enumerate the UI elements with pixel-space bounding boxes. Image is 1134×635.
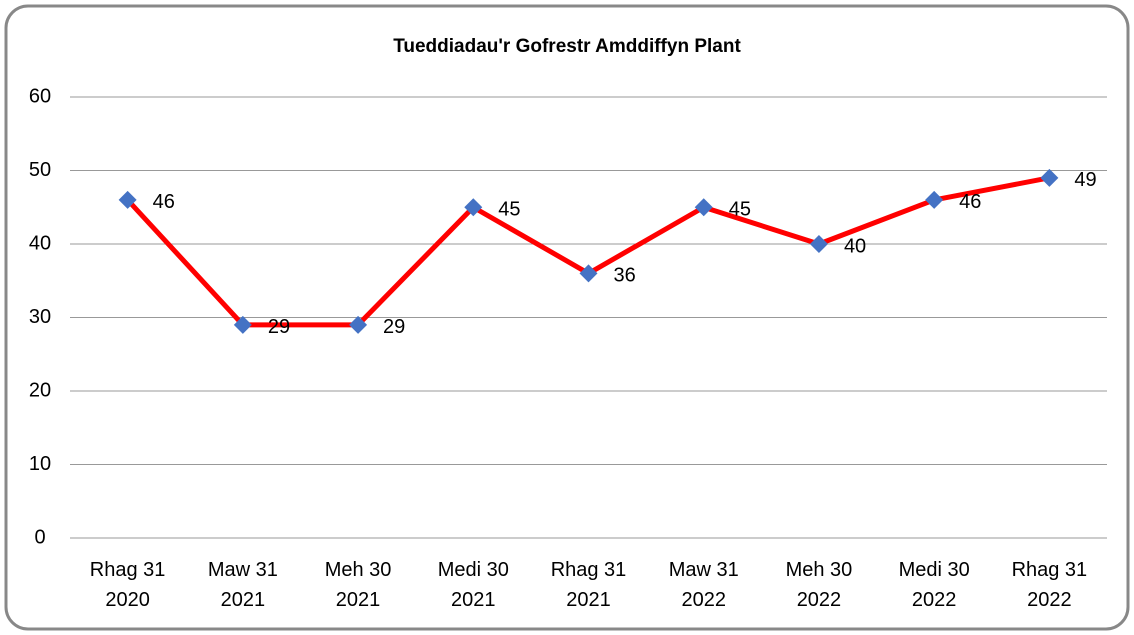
data-label: 36 xyxy=(614,265,636,287)
data-label: 46 xyxy=(153,191,175,213)
marker xyxy=(464,198,483,217)
x-tick-label: Maw 31 2021 xyxy=(207,559,278,611)
data-label: 40 xyxy=(844,235,866,257)
marker xyxy=(1040,168,1059,187)
y-tick-label: 10 xyxy=(29,453,51,475)
y-tick-label: 40 xyxy=(29,232,51,254)
marker xyxy=(925,190,944,209)
y-tick-label: 0 xyxy=(34,526,45,548)
x-tick-label: Rhag 31 2020 xyxy=(89,559,166,611)
data-label: 45 xyxy=(498,199,520,221)
data-label: 29 xyxy=(268,316,290,338)
y-tick-label: 60 xyxy=(29,85,51,107)
y-tick-label: 30 xyxy=(29,306,51,328)
x-tick-label: Meh 30 2022 xyxy=(785,559,853,611)
marker xyxy=(579,264,598,283)
data-label: 29 xyxy=(383,316,405,338)
x-tick-label: Medi 30 2022 xyxy=(898,559,970,611)
x-tick-label: Medi 30 2021 xyxy=(437,559,509,611)
marker xyxy=(809,235,828,253)
x-tick-label: Rhag 31 2022 xyxy=(1011,559,1088,611)
marker xyxy=(233,315,252,334)
x-tick-label: Meh 30 2021 xyxy=(324,559,392,611)
marker xyxy=(694,198,713,217)
chart-title: Tueddiadau'r Gofrestr Amddiffyn Plant xyxy=(393,36,741,57)
x-tick-label: Rhag 31 2021 xyxy=(550,559,627,611)
y-tick-label: 20 xyxy=(29,379,51,401)
x-tick-label: Maw 31 2022 xyxy=(668,559,739,611)
marker xyxy=(118,190,137,209)
data-label: 46 xyxy=(959,191,981,213)
data-label: 49 xyxy=(1074,169,1096,191)
y-tick-label: 50 xyxy=(29,159,51,181)
data-label: 45 xyxy=(729,199,751,221)
marker xyxy=(349,315,368,334)
